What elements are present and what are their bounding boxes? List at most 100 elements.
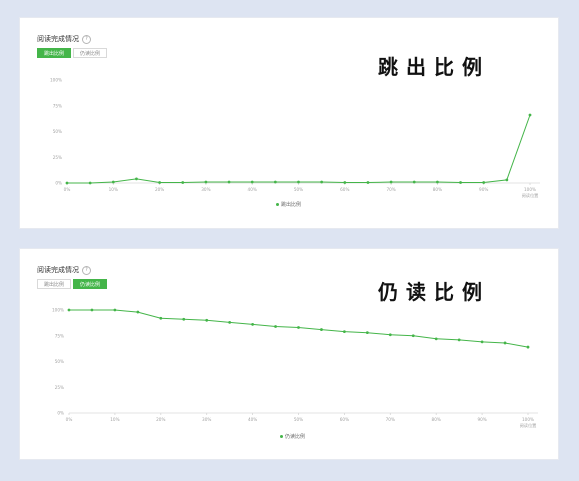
data-point — [388, 333, 392, 337]
x-tick-label: 60% — [340, 187, 349, 192]
data-point — [204, 180, 208, 184]
x-tick-label: 10% — [109, 187, 118, 192]
x-tick-label: 10% — [110, 417, 119, 422]
y-tick-label: 0% — [55, 181, 62, 186]
series-line — [67, 114, 531, 184]
data-point — [135, 177, 138, 181]
data-point — [250, 180, 254, 184]
data-point — [411, 334, 415, 338]
x-axis-caption: 阅读位置 — [520, 422, 537, 429]
panel-title-text: 阅读完成情况 — [37, 266, 79, 274]
y-tick-label: 25% — [55, 385, 64, 390]
y-tick-label: 75% — [53, 103, 62, 108]
data-point — [320, 180, 324, 184]
y-tick-label: 50% — [53, 129, 62, 134]
data-point — [457, 338, 461, 342]
x-tick-label: 50% — [294, 417, 303, 422]
chart-legend[interactable]: 仍读比例 — [280, 433, 305, 440]
data-point — [111, 180, 115, 184]
data-point — [434, 337, 438, 341]
data-point — [228, 320, 232, 324]
chart-panel-bounce: 阅读完成情况 ? 跳出比例 仍读比例 跳出比例 100% 75% 50% 25% 0% 0… — [19, 17, 559, 229]
x-tick-label: 30% — [202, 417, 211, 422]
x-tick-label: 0% — [66, 417, 73, 422]
chart-panel-still-reading: 阅读完成情况 ? 跳出比例 仍读比例 仍读比例 100% 75% 50% 25% 0% 0… — [19, 248, 559, 460]
data-point — [88, 181, 92, 185]
y-tick-label: 100% — [52, 308, 64, 313]
help-icon[interactable]: ? — [82, 265, 91, 275]
x-tick-label: 30% — [201, 187, 210, 192]
legend-label: 仍读比例 — [285, 434, 306, 440]
x-tick-label: 90% — [479, 187, 488, 192]
panel-title-text: 阅读完成情况 — [37, 35, 79, 43]
data-point — [343, 330, 346, 334]
data-point — [65, 181, 69, 185]
overlay-caption: 跳出比例 — [378, 55, 490, 79]
tab-still-reading-ratio[interactable]: 仍读比例 — [73, 279, 107, 289]
data-point — [526, 345, 530, 349]
x-tick-label: 70% — [386, 417, 395, 422]
data-point — [182, 317, 186, 321]
x-tick-label: 50% — [294, 187, 303, 192]
data-point — [90, 308, 94, 312]
x-axis-caption: 阅读位置 — [522, 192, 539, 199]
overlay-caption: 仍读比例 — [378, 280, 490, 304]
data-point — [67, 308, 71, 312]
y-tick-label: 100% — [50, 78, 62, 83]
data-point — [528, 113, 532, 117]
y-tick-label: 50% — [55, 359, 64, 364]
data-point — [251, 323, 255, 326]
x-tick-label: 20% — [155, 187, 164, 192]
data-point — [274, 325, 277, 328]
y-tick-label: 75% — [55, 333, 64, 338]
tab-bounce-ratio[interactable]: 跳出比例 — [37, 48, 71, 58]
tab-still-reading-ratio[interactable]: 仍读比例 — [73, 48, 107, 58]
data-point — [459, 181, 462, 184]
line-chart: 100% 75% 50% 25% 0%0% 10% 20% 30% 40% 50% 60% 70% 80… — [52, 308, 538, 429]
data-point — [159, 316, 163, 320]
x-tick-label: 80% — [432, 417, 441, 422]
data-point — [436, 180, 439, 184]
line-chart: 100% 75% 50% 25% 0%0% 10% 20% 30% 40% 50% 60% 70% 80… — [50, 78, 540, 199]
help-icon[interactable]: ? — [82, 34, 91, 44]
x-tick-label: 100% — [522, 417, 534, 422]
data-point — [320, 328, 323, 331]
x-tick-label: 40% — [248, 187, 257, 192]
legend-label: 跳出比例 — [281, 202, 302, 208]
data-point — [297, 180, 300, 184]
x-tick-label: 100% — [524, 187, 536, 192]
x-tick-label: 80% — [433, 187, 442, 192]
data-point — [227, 180, 231, 184]
data-point — [366, 181, 370, 184]
tab-bar: 跳出比例 仍读比例 — [37, 279, 107, 289]
data-point — [482, 181, 486, 184]
y-tick-label: 25% — [53, 155, 62, 160]
x-tick-label: 0% — [64, 187, 71, 192]
data-point — [343, 181, 347, 184]
data-point — [412, 180, 416, 184]
x-tick-label: 60% — [340, 417, 349, 422]
data-point — [503, 341, 507, 345]
x-tick-label: 20% — [156, 417, 165, 422]
data-point — [505, 178, 509, 182]
x-tick-label: 90% — [477, 417, 486, 422]
data-point — [113, 308, 117, 312]
data-point — [480, 340, 484, 344]
legend-marker-icon — [276, 203, 279, 206]
y-tick-label: 0% — [57, 411, 64, 416]
data-point — [389, 180, 393, 184]
data-point — [136, 310, 140, 314]
tab-bounce-ratio[interactable]: 跳出比例 — [37, 279, 71, 289]
panel-title: 阅读完成情况 ? — [37, 34, 91, 44]
panel-title: 阅读完成情况 ? — [37, 265, 91, 275]
x-tick-label: 40% — [248, 417, 257, 422]
data-point — [181, 181, 185, 184]
data-point — [273, 180, 277, 184]
data-point — [158, 181, 162, 184]
data-point — [297, 326, 300, 329]
tab-bar: 跳出比例 仍读比例 — [37, 48, 107, 58]
chart-legend[interactable]: 跳出比例 — [276, 201, 301, 208]
x-tick-label: 70% — [386, 187, 395, 192]
data-point — [365, 331, 369, 335]
data-point — [205, 318, 209, 322]
